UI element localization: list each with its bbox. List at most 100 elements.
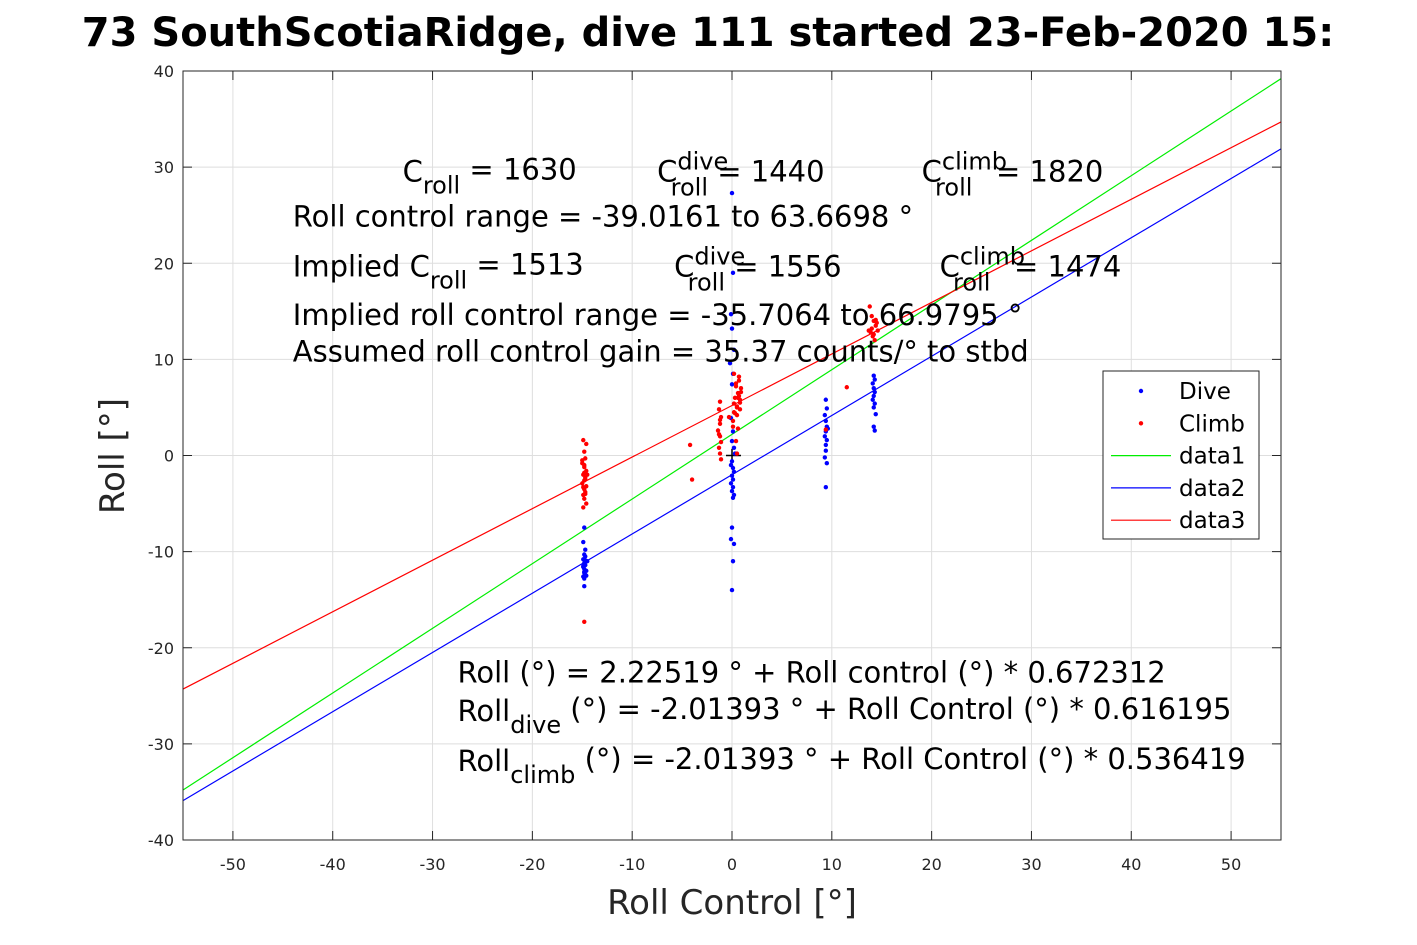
annotation-part-sub: roll [688,269,725,297]
y-tick-label: -40 [148,831,174,850]
climb-point [735,426,741,431]
series-climb-points [580,304,880,624]
x-tick-label: -50 [220,855,246,874]
annotation-part: C [940,250,960,284]
y-tick-label: 40 [154,62,174,81]
series-line-data3 [182,121,1282,690]
climb-point [732,411,738,416]
dive-point [871,386,876,391]
legend-marker-climb [1138,421,1144,426]
x-tick-label: 0 [727,855,737,874]
dive-point [871,424,876,429]
dive-point [583,547,588,552]
dive-point [731,347,737,352]
dive-point [727,361,733,366]
y-tick-label: -30 [148,735,174,754]
climb-point [583,477,588,482]
dive-point [822,412,828,418]
dive-point [872,377,877,382]
climb-point [844,385,849,390]
dive-point [583,558,588,563]
annotation-implied-c-dive: Cdive roll = 1556 [674,243,841,297]
climb-point [582,462,587,468]
annotation-part: = 1556 [725,250,842,284]
dive-point [822,434,828,439]
x-axis-label: Roll Control [°] [607,883,857,923]
x-tick-label: 10 [822,855,842,874]
dive-point [871,373,876,378]
climb-point [871,332,876,337]
climb-point [581,437,586,443]
annotation-part: = 1513 [467,248,584,282]
dive-point [581,563,586,569]
climb-point [737,397,743,402]
dive-point [824,437,830,443]
dive-point [823,397,829,402]
data-points [580,190,880,624]
climb-point [582,619,587,624]
x-tick-label: -30 [419,855,445,874]
annotation-part: = 1440 [708,155,825,189]
climb-point [875,328,880,333]
y-tick-label: 0 [164,447,174,466]
dive-point [729,488,735,494]
dive-point [872,389,877,395]
dive-point [824,406,830,411]
climb-point [726,414,732,420]
annotation-part: Implied C [293,250,430,284]
dive-point [729,382,735,387]
legend-label: Climb [1179,411,1245,437]
dive-point [823,442,829,448]
climb-point [736,374,742,379]
climb-point [584,501,589,506]
annotation-part-sup: climb [942,148,1007,176]
y-tick-label: -20 [148,639,174,658]
dive-point [729,438,735,444]
dive-point [729,190,735,196]
dive-point [730,559,736,564]
annotation-part-sub: roll [423,172,460,200]
climb-point [716,407,722,412]
annotation-fit-dive: Rolldive (°) = -2.01393 ° + Roll Control… [458,692,1232,739]
legend-marker-dive [1138,388,1144,394]
x-tick-label: 40 [1121,855,1141,874]
dive-point [823,448,829,453]
x-tick-label: -20 [519,855,545,874]
annotation-part-sub: roll [953,269,990,297]
climb-point [736,378,742,383]
annotation-c-roll-dive: Cdive roll = 1440 [657,148,824,202]
annotation-part: = 1820 [987,155,1104,189]
climb-point [716,445,722,451]
y-tick-label: 20 [154,254,174,273]
climb-point [873,317,878,323]
climb-point [580,481,585,486]
x-tick-label: -10 [619,855,645,874]
annotation-part-sub: roll [671,174,708,202]
x-tick-label: 30 [1021,855,1041,874]
climb-point [687,442,693,448]
dive-point [583,554,588,559]
dive-point [729,587,735,593]
dive-point [730,465,736,471]
dive-point [728,536,734,542]
legend-label: data3 [1179,508,1245,534]
legend: Dive Climb data1 data2 data3 [1102,370,1260,540]
annotation-part: C [657,155,677,189]
climb-point [581,485,586,490]
climb-point [585,472,590,477]
climb-point [869,313,874,319]
climb-point [867,304,872,309]
annotation-part: Roll control range = -39.0161 to 63.6698… [293,200,913,234]
climb-point [823,427,829,432]
annotation-part: = 1474 [1005,250,1122,284]
climb-point [718,457,724,462]
annotation-part-sup: dive [694,243,745,271]
annotations: Croll = 1630 Cdive roll = 1440 Cclimb roll =… [293,148,1246,789]
climb-point [737,407,743,412]
dive-point [731,541,737,547]
climb-point [733,384,739,389]
annotation-part-sub: climb [510,761,575,789]
dive-point [584,573,589,578]
annotation-part: C [674,250,694,284]
